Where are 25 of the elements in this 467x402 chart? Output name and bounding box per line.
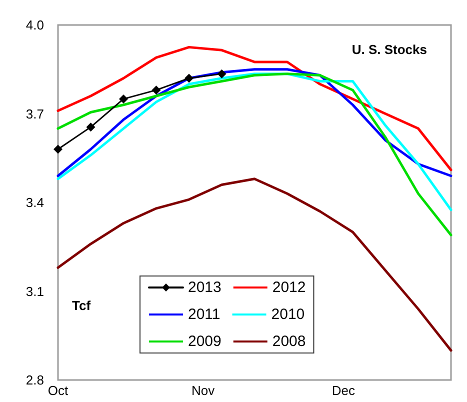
annotation: Tcf <box>72 298 92 313</box>
x-tick-label: Nov <box>191 383 216 398</box>
point <box>217 69 226 78</box>
x-tick-label: Dec <box>332 383 356 398</box>
legend-label: 2009 <box>188 333 222 350</box>
y-tick-label: 4.0 <box>26 18 44 32</box>
line-series <box>56 72 452 236</box>
x-tick-label: Oct <box>48 383 68 398</box>
point <box>119 94 128 104</box>
annotation: U. S. Stocks <box>352 42 428 57</box>
legend-label: 2011 <box>188 306 220 323</box>
y-tick-label: 3.1 <box>26 284 44 299</box>
point <box>184 74 194 83</box>
point <box>152 86 161 95</box>
legend-label: 2012 <box>272 279 306 296</box>
y-tick-label: 3.7 <box>26 106 44 122</box>
legend-label: 2008 <box>272 333 306 350</box>
line-series <box>56 178 452 352</box>
y-tick-label: 2.8 <box>26 372 44 388</box>
line-series <box>56 46 452 172</box>
legend-label: 2010 <box>271 306 305 323</box>
legend-label: 2013 <box>188 279 222 296</box>
y-tick-label: 3.4 <box>26 195 44 210</box>
point <box>86 122 96 132</box>
point <box>54 144 62 154</box>
